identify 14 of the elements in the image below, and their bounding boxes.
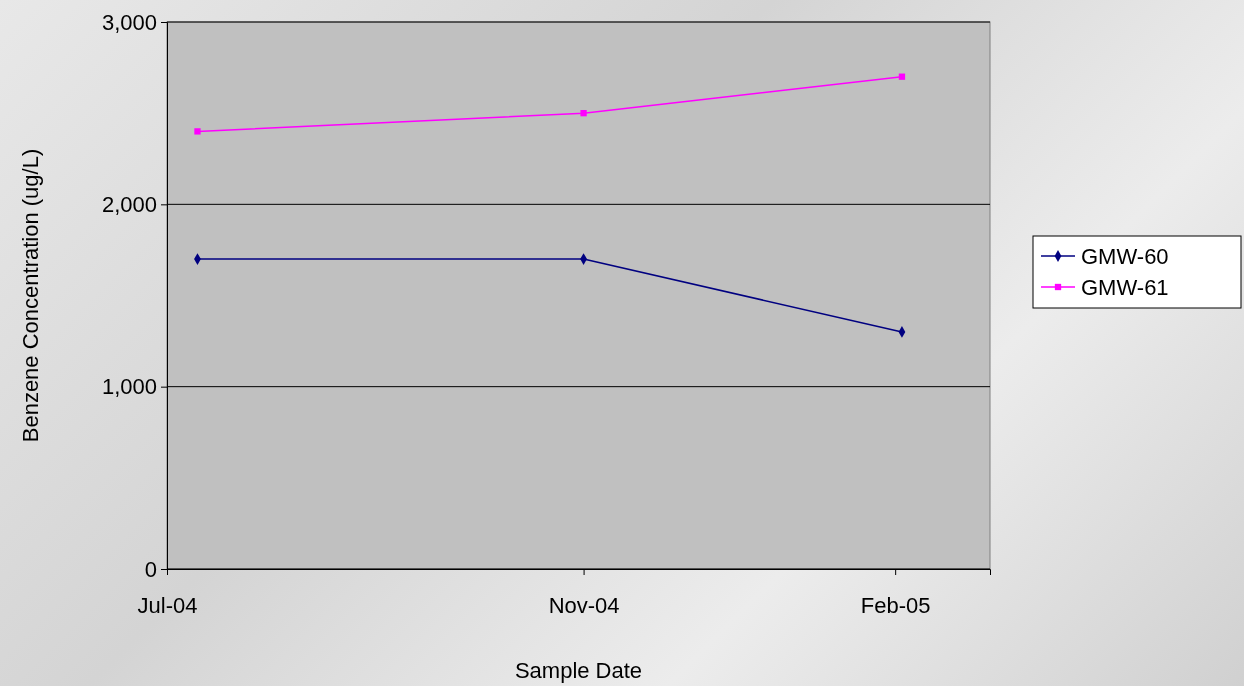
legend-label: GMW-60 (1081, 244, 1169, 269)
x-tick-label: Feb-05 (860, 592, 931, 618)
y-tick-label: 0 (144, 556, 157, 582)
y-tick-label: 2,000 (101, 191, 157, 217)
y-tick-label: 1,000 (101, 374, 157, 400)
point (898, 73, 906, 80)
legend-label: GMW-61 (1081, 275, 1169, 300)
y-tick-label: 3,000 (101, 9, 157, 35)
y-axis-title: Benzene Concentration (ug/L) (18, 148, 43, 443)
x-tick-label: Jul-04 (137, 592, 198, 618)
x-tick-label: Nov-04 (548, 592, 620, 618)
point (580, 110, 587, 117)
point (194, 128, 201, 135)
x-axis-title: Sample Date (514, 658, 643, 683)
